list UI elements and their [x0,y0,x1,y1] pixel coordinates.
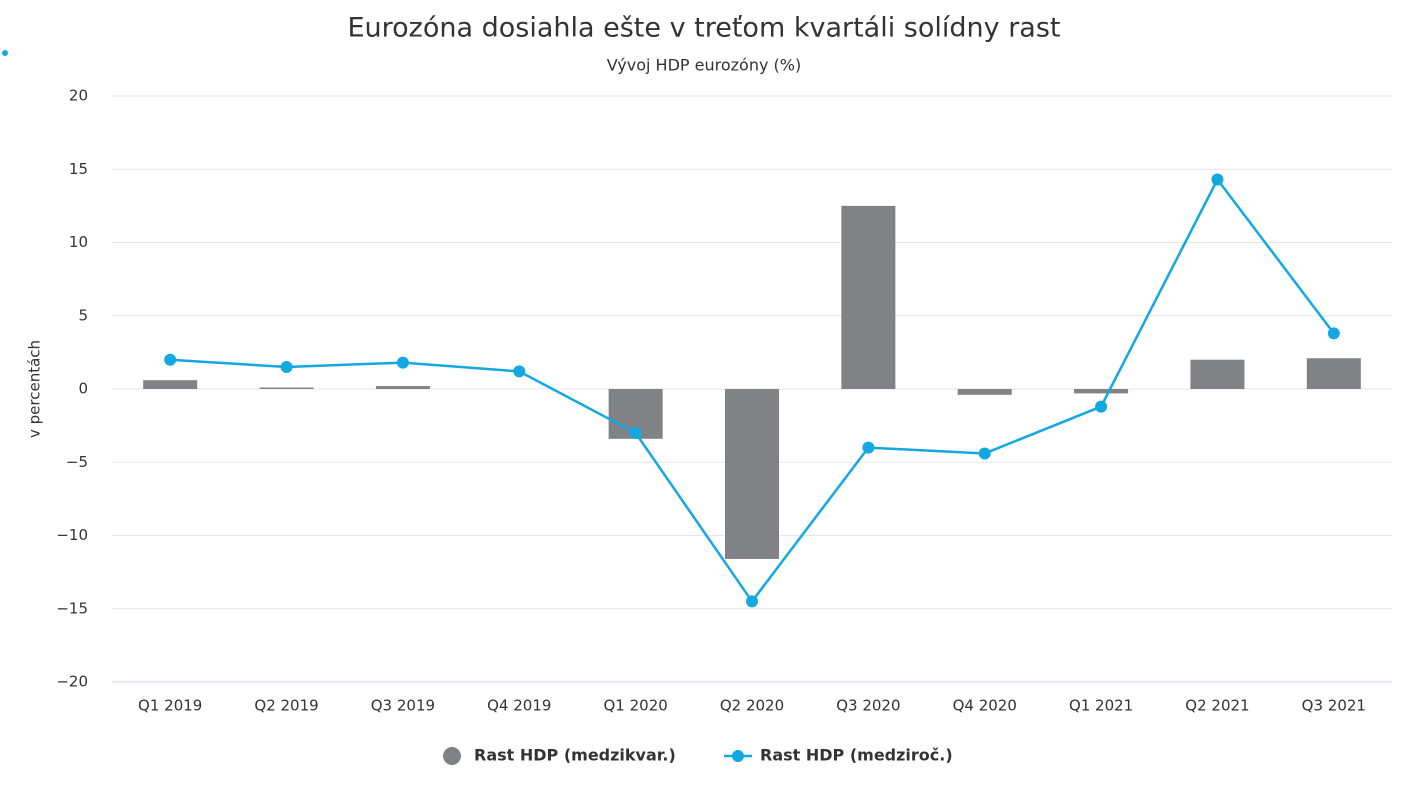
line-point [1211,173,1224,186]
legend-label[interactable]: Rast HDP (medzikvar.) [474,746,676,765]
chart-title: Eurozóna dosiahla ešte v treťom kvartáli… [347,13,1060,44]
x-tick-label: Q2 2019 [254,697,318,715]
x-tick-label: Q2 2020 [720,697,784,715]
bar [1190,359,1245,389]
y-axis-label: v percentách [26,340,44,438]
line-point [1327,327,1340,340]
y-tick-label: −15 [56,599,88,617]
line-point [164,353,177,366]
line-point [629,426,642,439]
x-tick-label: Q3 2021 [1302,697,1366,715]
y-tick-label: 15 [69,160,88,178]
y-tick-label: 10 [69,233,88,251]
line-point [396,356,409,369]
decor-dot [2,50,8,56]
x-tick-label: Q1 2020 [603,697,667,715]
x-tick-label: Q1 2019 [138,697,202,715]
y-tick-label: −5 [66,453,88,471]
bar [259,387,314,389]
bar [725,389,779,559]
bar [1306,358,1361,389]
bar [143,380,198,389]
chart-subtitle: Vývoj HDP eurozóny (%) [607,56,801,75]
x-tick-label: Q2 2021 [1185,697,1249,715]
legend-label[interactable]: Rast HDP (medziroč.) [760,746,953,765]
y-tick-label: 20 [69,87,88,105]
bar [1074,389,1129,394]
line-point [280,361,293,374]
x-tick-label: Q3 2020 [836,697,900,715]
line-point [746,595,758,608]
y-tick-label: 5 [78,306,88,324]
x-tick-label: Q3 2019 [371,697,435,715]
y-tick-label: 0 [78,380,88,398]
x-tick-label: Q4 2020 [953,697,1017,715]
bar [375,386,430,389]
x-tick-label: Q1 2021 [1069,697,1133,715]
legend-symbol [732,750,744,762]
bar [957,389,1012,395]
y-tick-label: −10 [56,526,88,544]
line-point [978,447,991,460]
x-tick-label: Q4 2019 [487,697,551,715]
line-point [862,441,875,454]
legend-symbol [443,747,461,765]
bar [841,205,896,389]
y-tick-label: −20 [56,673,88,691]
line-point [513,365,526,378]
line-point [1095,400,1108,413]
